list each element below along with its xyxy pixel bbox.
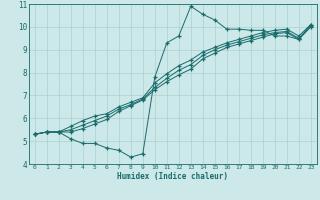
X-axis label: Humidex (Indice chaleur): Humidex (Indice chaleur) — [117, 172, 228, 181]
